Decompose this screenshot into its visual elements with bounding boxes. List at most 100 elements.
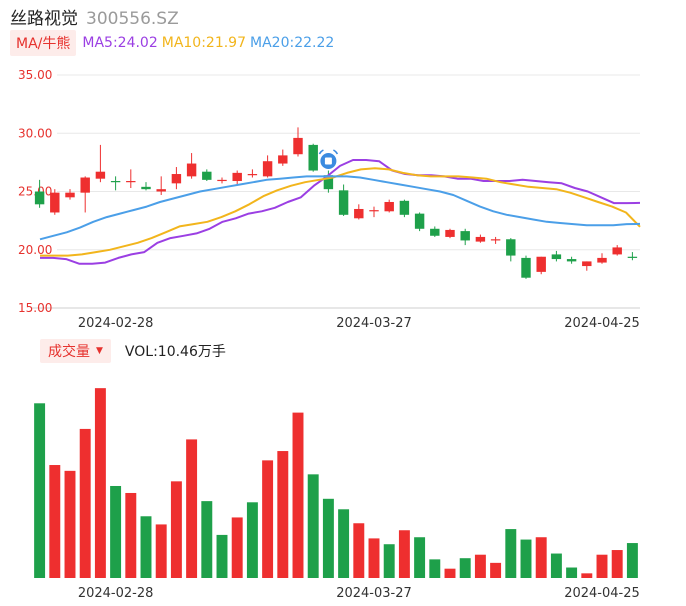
volume-bar: [353, 523, 365, 578]
stock-header: 丝路视觉 300556.SZ: [10, 4, 179, 30]
moving-average-lines: [39, 159, 641, 265]
ma-line-ma20: [39, 175, 641, 241]
ma20-legend: MA20:22.22: [250, 35, 335, 51]
candle: [171, 167, 182, 190]
y-tick-label: 20.00: [18, 243, 52, 257]
candle: [627, 252, 638, 261]
candle: [490, 236, 501, 244]
price-x-ticks: 2024-02-28 2024-03-27 2024-04-25: [78, 316, 640, 331]
volume-value: VOL:10.46万手: [124, 344, 226, 360]
volume-bar: [79, 428, 91, 578]
x-tick-label: 2024-02-28: [78, 316, 154, 331]
volume-bars: [34, 388, 638, 578]
x-tick-label: 2024-04-25: [564, 316, 640, 331]
volume-bar: [566, 567, 578, 578]
volume-bar: [444, 568, 456, 578]
volume-bar: [596, 554, 608, 578]
candle: [50, 189, 60, 215]
ma-line-ma5: [40, 159, 641, 265]
x-tick-label: 2024-04-25: [564, 586, 640, 601]
candle: [217, 177, 227, 184]
volume-bar: [292, 412, 304, 578]
caret-down-icon: ▼: [96, 346, 103, 356]
volume-bar: [186, 439, 198, 578]
volume-bar: [140, 516, 152, 578]
candle: [369, 206, 379, 218]
volume-bar: [581, 573, 593, 578]
ma-line-ma10: [40, 167, 641, 257]
volume-bar: [170, 481, 182, 578]
price-grid: [32, 74, 640, 309]
candle: [521, 255, 531, 279]
volume-bar: [459, 558, 471, 578]
candle: [460, 228, 470, 246]
candle: [414, 212, 425, 232]
candle: [582, 261, 592, 271]
candle: [278, 149, 288, 166]
candle: [354, 204, 364, 220]
volume-bar: [322, 498, 334, 578]
ma10-legend: MA10:21.97: [161, 35, 247, 51]
candle: [475, 234, 486, 243]
event-marker-icon: [318, 149, 339, 169]
x-tick-label: 2024-03-27: [336, 586, 412, 601]
candle: [293, 127, 303, 157]
volume-bar: [155, 524, 167, 578]
volume-bar: [626, 543, 638, 578]
candle: [338, 184, 349, 216]
volume-bar: [535, 537, 547, 578]
volume-bar: [338, 509, 350, 578]
ma5-legend: MA5:24.02: [82, 35, 158, 51]
y-tick-label: 30.00: [18, 126, 52, 140]
candle: [612, 245, 622, 256]
volume-bar: [262, 460, 274, 578]
candle: [202, 169, 212, 182]
volume-bar: [64, 470, 76, 578]
volume-bar: [49, 465, 61, 578]
candle: [95, 144, 106, 183]
candle: [308, 143, 318, 172]
volume-bar: [277, 451, 289, 578]
candle: [156, 176, 166, 195]
volume-bar: [216, 534, 228, 578]
stock-name: 丝路视觉: [10, 9, 78, 29]
candle: [65, 189, 75, 200]
volume-bar: [246, 502, 258, 578]
candle: [384, 199, 394, 213]
volume-bar: [611, 550, 623, 578]
ma-toggle-button[interactable]: MA/牛熊: [10, 30, 77, 56]
volume-bar: [368, 538, 380, 578]
volume-bar: [505, 529, 517, 578]
candle: [597, 253, 607, 264]
candle: [566, 256, 577, 264]
candle: [34, 179, 45, 208]
candle: [506, 238, 516, 262]
volume-indicator-button[interactable]: 成交量 ▼: [40, 339, 111, 363]
y-tick-label: 15.00: [18, 301, 52, 315]
volume-bar: [307, 474, 319, 578]
volume-indicator-label: 成交量: [48, 344, 90, 360]
volume-bar: [429, 559, 441, 578]
x-tick-label: 2024-03-27: [336, 316, 412, 331]
volume-bar: [231, 517, 243, 578]
volume-bar: [490, 562, 502, 578]
candle: [399, 199, 410, 218]
volume-bar: [383, 544, 395, 578]
volume-bar: [520, 539, 532, 578]
volume-bar: [110, 485, 122, 578]
y-tick-label: 35.00: [18, 68, 52, 82]
candle: [430, 226, 440, 237]
volume-bar: [125, 492, 137, 578]
price-candles: [34, 127, 638, 279]
x-tick-label: 2024-02-28: [78, 586, 154, 601]
candle: [232, 170, 242, 185]
candle: [110, 176, 121, 191]
candle: [186, 153, 197, 179]
candle: [551, 250, 562, 262]
volume-bar: [398, 530, 410, 578]
stock-code: 300556.SZ: [86, 9, 179, 29]
volume-bar: [414, 537, 426, 578]
candle: [247, 169, 258, 178]
